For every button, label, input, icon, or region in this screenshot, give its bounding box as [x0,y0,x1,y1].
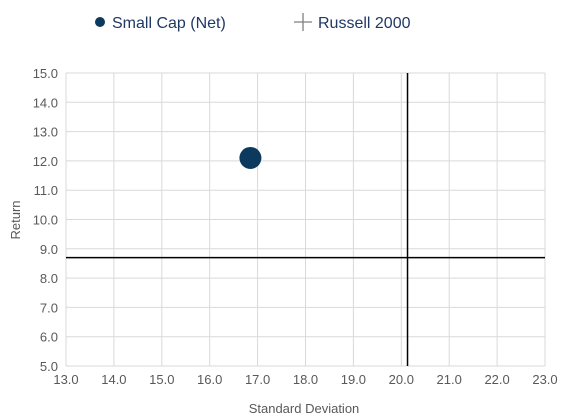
x-axis-title: Standard Deviation [249,401,360,415]
y-tick-label-10: 15.0 [33,66,58,81]
y-tick-label-4: 9.0 [40,242,58,257]
x-tick-label-0: 13.0 [53,372,78,387]
legend-marker-russell-2000 [294,13,312,31]
y-tick-labels: 5.0 6.0 7.0 8.0 9.0 10.0 11.0 12.0 13.0 14.0 15.0 [33,66,58,374]
legend-label-russell-2000: Russell 2000 [318,15,411,32]
x-tick-label-8: 21.0 [437,372,462,387]
y-tick-label-2: 7.0 [40,300,58,315]
x-tick-label-10: 23.0 [532,372,557,387]
y-tick-label-6: 11.0 [34,183,58,198]
y-tick-label-5: 10.0 [33,213,58,228]
x-tick-label-4: 17.0 [245,372,270,387]
x-tick-label-7: 20.0 [389,372,414,387]
legend: Small Cap (Net) Russell 2000 [95,13,411,32]
y-tick-label-8: 13.0 [33,125,58,140]
y-tick-label-7: 12.0 [33,154,58,169]
x-tick-label-5: 18.0 [293,372,318,387]
y-tick-label-9: 14.0 [33,95,58,110]
x-tick-label-3: 16.0 [197,372,222,387]
legend-marker-small-cap [95,17,105,27]
y-tick-label-0: 5.0 [40,359,58,374]
data-marks [66,73,545,366]
y-tick-label-3: 8.0 [40,271,58,286]
x-tick-label-9: 22.0 [484,372,509,387]
x-tick-label-6: 19.0 [341,372,366,387]
x-tick-labels: 13.0 14.0 15.0 16.0 17.0 18.0 19.0 20.0 21.0 22.0… [53,372,557,387]
small-cap-point [239,146,262,169]
y-tick-label-1: 6.0 [40,330,58,345]
x-tick-label-2: 15.0 [149,372,174,387]
y-axis-title: Return [8,200,23,239]
x-tick-label-1: 14.0 [101,372,126,387]
gridlines [65,72,546,367]
legend-label-small-cap: Small Cap (Net) [112,15,226,32]
